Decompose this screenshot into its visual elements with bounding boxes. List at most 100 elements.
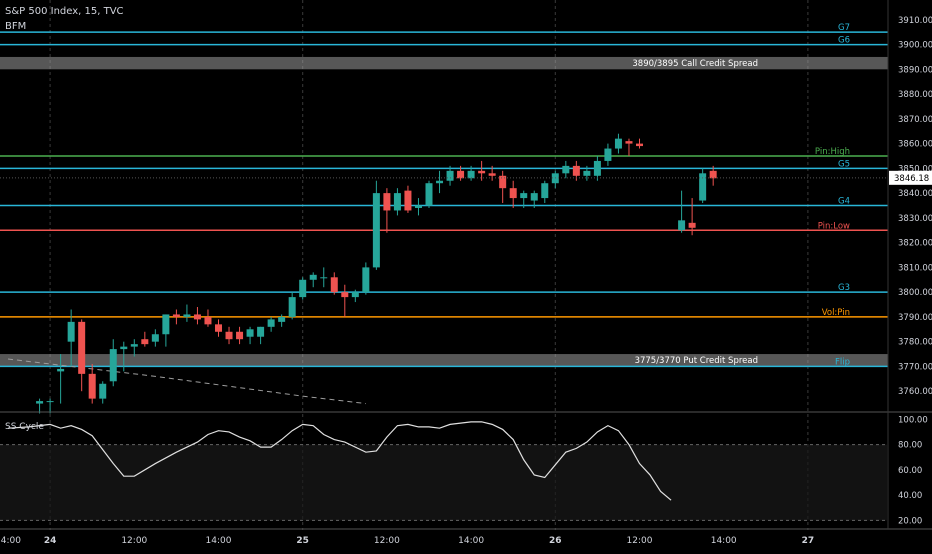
candle-body[interactable] <box>193 314 201 320</box>
candle-body[interactable] <box>530 193 538 201</box>
price-tick-label: 3810.00 <box>898 263 932 273</box>
oscillator-tick-label: 60.00 <box>898 466 922 476</box>
candle-body[interactable] <box>372 193 380 268</box>
time-tick-label: 14:00 <box>206 536 232 546</box>
time-tick-label: 14:00 <box>711 536 737 546</box>
candle-body[interactable] <box>393 193 401 211</box>
candle-body[interactable] <box>267 319 275 327</box>
ss-cycle-line <box>7 421 672 501</box>
price-tick-label: 3820.00 <box>898 239 932 249</box>
time-tick-label: 14:00 <box>458 536 484 546</box>
candle-body[interactable] <box>236 331 244 340</box>
candle-body[interactable] <box>225 331 233 340</box>
candle-body[interactable] <box>172 314 180 317</box>
candle-body[interactable] <box>636 143 643 147</box>
candle-body[interactable] <box>67 321 75 342</box>
candle-body[interactable] <box>309 274 317 280</box>
candle-body[interactable] <box>109 349 117 382</box>
level-label: Pin:Low <box>818 221 850 231</box>
last-price-tag <box>889 170 932 185</box>
candle-body[interactable] <box>151 334 159 342</box>
level-label: G7 <box>838 23 850 33</box>
time-tick-label: 12:00 <box>374 536 400 546</box>
credit-spread-label: 3890/3895 Call Credit Spread <box>632 59 758 69</box>
level-label: G5 <box>838 159 850 169</box>
candle-body[interactable] <box>341 292 349 298</box>
time-tick-label: 24 <box>44 536 57 546</box>
candle-body[interactable] <box>467 170 475 179</box>
candle-body[interactable] <box>478 170 486 174</box>
candle-body[interactable] <box>57 368 65 372</box>
candle-body[interactable] <box>330 277 338 293</box>
time-tick-label: 26 <box>549 536 562 546</box>
candle-body[interactable] <box>351 292 359 298</box>
level-label: G4 <box>838 197 850 207</box>
candle-body[interactable] <box>246 329 254 337</box>
candle-body[interactable] <box>509 188 517 199</box>
candle-body[interactable] <box>425 183 433 206</box>
candle-body[interactable] <box>257 326 265 337</box>
level-label: G3 <box>838 283 850 293</box>
credit-spread-label: 3775/3770 Put Credit Spread <box>635 356 758 366</box>
candle-body[interactable] <box>699 173 707 201</box>
candle-body[interactable] <box>46 401 54 403</box>
candle-body[interactable] <box>446 170 454 181</box>
candle-body[interactable] <box>520 193 528 199</box>
price-tick-label: 3910.00 <box>898 16 932 26</box>
price-tick-label: 3830.00 <box>898 214 932 224</box>
candle-body[interactable] <box>299 279 307 298</box>
price-tick-label: 3790.00 <box>898 313 932 323</box>
candle-body[interactable] <box>204 316 212 325</box>
candle-body[interactable] <box>36 401 44 404</box>
candle-body[interactable] <box>678 220 686 231</box>
price-tick-label: 3760.00 <box>898 387 932 397</box>
candle-body[interactable] <box>120 346 128 350</box>
indicator-label: BFM <box>5 21 27 32</box>
candle-body[interactable] <box>288 297 296 317</box>
time-tick-label: 27 <box>802 536 815 546</box>
candle-body[interactable] <box>215 324 222 332</box>
candle-body[interactable] <box>78 321 86 374</box>
price-tick-label: 3840.00 <box>898 189 932 199</box>
time-tick-label: 25 <box>296 536 309 546</box>
candle-body[interactable] <box>162 314 170 335</box>
level-label: Flip <box>835 357 850 367</box>
candle-body[interactable] <box>488 173 496 176</box>
time-tick-label: 12:00 <box>627 536 653 546</box>
candle-body[interactable] <box>130 344 138 347</box>
candle-body[interactable] <box>572 165 580 176</box>
candle-body[interactable] <box>541 183 549 199</box>
candle-body[interactable] <box>436 180 444 184</box>
candle-body[interactable] <box>562 165 570 174</box>
candle-body[interactable] <box>278 316 286 322</box>
price-tick-label: 3850.00 <box>898 164 932 174</box>
candle-body[interactable] <box>604 148 612 161</box>
candle-body[interactable] <box>709 170 717 179</box>
oscillator-title: SS Cycle <box>5 422 44 432</box>
candle-body[interactable] <box>183 314 191 317</box>
candle-body[interactable] <box>99 383 107 399</box>
candle-body[interactable] <box>583 170 591 176</box>
candle-body[interactable] <box>457 170 465 179</box>
oscillator-tick-label: 40.00 <box>898 491 922 501</box>
candle-body[interactable] <box>499 175 507 189</box>
candle-body[interactable] <box>593 160 601 176</box>
time-tick-label: 14:00 <box>0 536 21 546</box>
candle-body[interactable] <box>362 267 370 293</box>
candle-body[interactable] <box>625 141 633 144</box>
candle-body[interactable] <box>383 193 391 211</box>
candle-body[interactable] <box>614 138 622 149</box>
credit-spread-band <box>0 354 888 367</box>
price-tick-label: 3770.00 <box>898 362 932 372</box>
level-label: Vol:Pin <box>822 308 850 318</box>
candle-body[interactable] <box>404 190 412 211</box>
oscillator-tick-label: 80.00 <box>898 441 922 451</box>
price-tick-label: 3860.00 <box>898 140 932 150</box>
candle-body[interactable] <box>141 339 149 345</box>
candle-body[interactable] <box>88 373 96 399</box>
candle-body[interactable] <box>414 205 422 208</box>
candle-body[interactable] <box>688 222 696 228</box>
candle-body[interactable] <box>320 277 328 279</box>
